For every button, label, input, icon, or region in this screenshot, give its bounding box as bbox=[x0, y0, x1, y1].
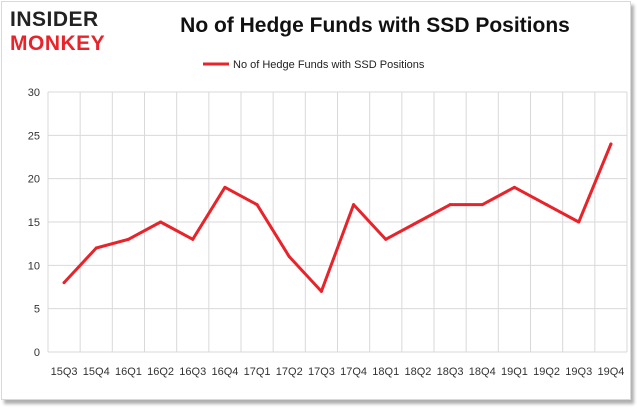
x-tick-label: 19Q3 bbox=[565, 366, 592, 378]
chart-title: No of Hedge Funds with SSD Positions bbox=[180, 14, 570, 37]
data-point bbox=[319, 289, 323, 293]
data-point bbox=[352, 203, 356, 207]
x-tick-label: 18Q4 bbox=[469, 366, 496, 378]
x-tick-label: 19Q4 bbox=[597, 366, 624, 378]
x-tick-label: 17Q4 bbox=[340, 366, 367, 378]
y-tick-label: 0 bbox=[34, 347, 40, 359]
x-axis-ticks: 15Q3 15Q4 16Q1 16Q2 16Q3 16Q4 17Q1 17Q2 17Q3 17Q4… bbox=[51, 366, 625, 378]
x-tick-label: 17Q3 bbox=[308, 366, 335, 378]
y-tick-label: 30 bbox=[28, 87, 40, 99]
data-point bbox=[480, 203, 484, 207]
x-tick-label: 15Q4 bbox=[83, 366, 110, 378]
x-tick-label: 19Q1 bbox=[501, 366, 528, 378]
logo-line-1: INSIDER bbox=[10, 8, 99, 31]
y-tick-label: 15 bbox=[28, 217, 40, 229]
y-axis-ticks: 0 5 10 15 20 25 30 bbox=[28, 87, 40, 359]
grid-lines bbox=[47, 91, 628, 353]
x-tick-label: 18Q1 bbox=[372, 366, 399, 378]
logo-line-2: MONKEY bbox=[10, 32, 105, 54]
data-point bbox=[609, 142, 613, 146]
x-tick-label: 16Q4 bbox=[211, 366, 238, 378]
legend-label: No of Hedge Funds with SSD Positions bbox=[233, 59, 425, 71]
series-layer bbox=[62, 142, 613, 293]
legend: No of Hedge Funds with SSD Positions bbox=[203, 59, 425, 71]
data-point bbox=[577, 220, 581, 224]
chart-frame bbox=[1, 1, 631, 400]
data-point bbox=[255, 203, 259, 207]
data-point bbox=[223, 185, 227, 189]
y-tick-label: 25 bbox=[28, 130, 40, 142]
x-tick-label: 18Q2 bbox=[404, 366, 431, 378]
x-tick-label: 17Q1 bbox=[244, 366, 271, 378]
x-tick-label: 17Q2 bbox=[276, 366, 303, 378]
x-tick-label: 15Q3 bbox=[51, 366, 78, 378]
data-point bbox=[416, 220, 420, 224]
series-line bbox=[62, 142, 613, 293]
x-tick-label: 16Q1 bbox=[115, 366, 142, 378]
x-tick-label: 16Q2 bbox=[147, 366, 174, 378]
data-point bbox=[287, 255, 291, 259]
insider-monkey-logo: INSIDER MONKEY bbox=[10, 8, 105, 54]
data-point bbox=[94, 246, 98, 250]
data-point bbox=[512, 185, 516, 189]
data-point bbox=[126, 237, 130, 241]
data-point bbox=[191, 237, 195, 241]
data-point bbox=[62, 281, 66, 285]
x-tick-label: 18Q3 bbox=[437, 366, 464, 378]
data-point bbox=[448, 203, 452, 207]
x-tick-label: 16Q3 bbox=[179, 366, 206, 378]
data-point bbox=[545, 203, 549, 207]
x-tick-label: 19Q2 bbox=[533, 366, 560, 378]
data-point bbox=[159, 220, 163, 224]
data-point bbox=[384, 237, 388, 241]
y-tick-label: 5 bbox=[34, 304, 40, 316]
y-tick-label: 10 bbox=[28, 260, 40, 272]
y-tick-label: 20 bbox=[28, 174, 40, 186]
